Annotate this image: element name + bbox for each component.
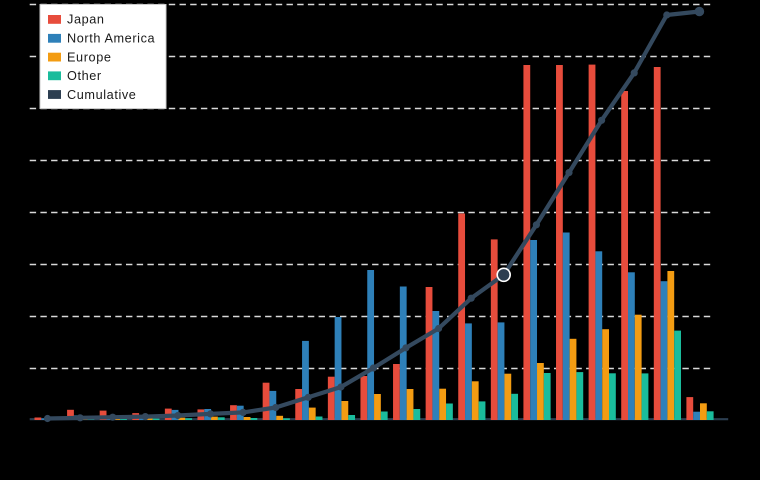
svg-text:North America: North America	[67, 32, 156, 46]
svg-text:Japan: Japan	[67, 13, 105, 27]
svg-text:Other: Other	[67, 69, 102, 83]
svg-text:Europe: Europe	[67, 50, 112, 64]
svg-text:Cumulative: Cumulative	[67, 88, 136, 102]
